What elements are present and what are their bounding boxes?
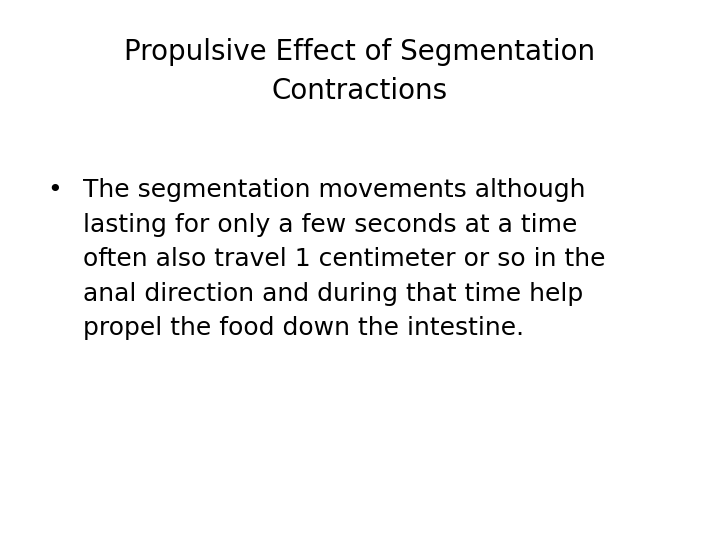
Text: The segmentation movements although
lasting for only a few seconds at a time
oft: The segmentation movements although last… — [83, 178, 606, 340]
Text: Propulsive Effect of Segmentation
Contractions: Propulsive Effect of Segmentation Contra… — [125, 38, 595, 105]
Text: •: • — [47, 178, 61, 202]
